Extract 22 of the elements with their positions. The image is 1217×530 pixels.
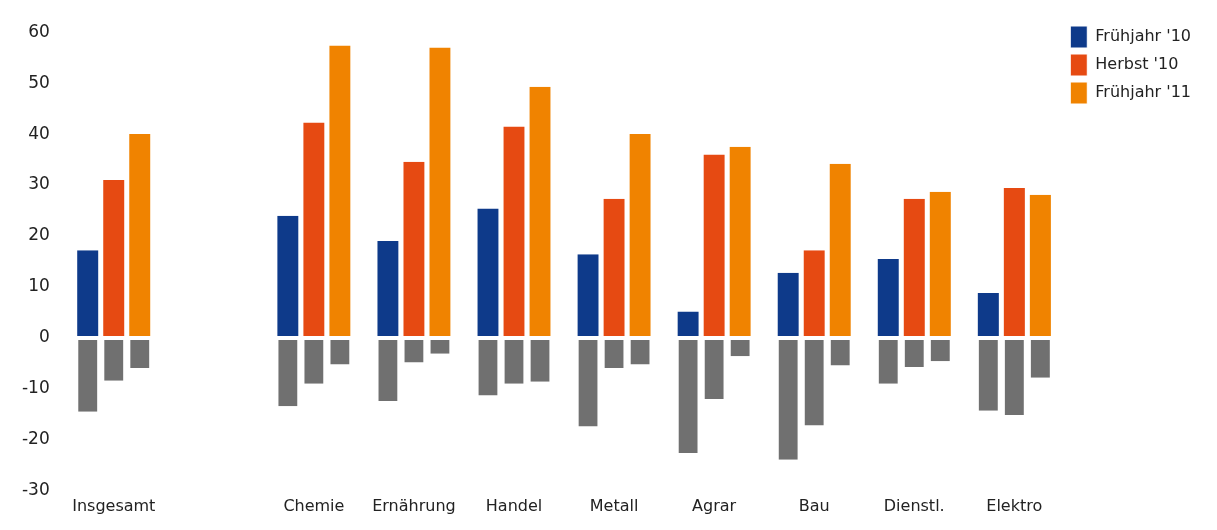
x-tick-label: Ernährung — [372, 495, 456, 515]
y-tick-label: 60 — [28, 20, 50, 41]
x-tick-label: Agrar — [692, 495, 737, 515]
y-tick-label: 50 — [28, 71, 50, 92]
x-tick-label: Handel — [485, 495, 543, 515]
y-tick-label: 10 — [28, 275, 50, 296]
legend-label: Herbst '10 — [1095, 54, 1179, 74]
x-tick-label: Bau — [798, 495, 830, 515]
legend-label: Frühjahr '10 — [1095, 26, 1192, 46]
y-tick-label: -30 — [21, 479, 50, 500]
x-tick-label: Chemie — [283, 495, 345, 515]
x-tick-label: Metall — [589, 495, 639, 515]
x-tick-label: Dienstl. — [883, 495, 945, 515]
legend-label: Frühjahr '11 — [1095, 82, 1192, 102]
y-tick-label: 0 — [38, 326, 50, 347]
y-tick-label: -10 — [21, 377, 50, 398]
y-tick-label: 20 — [28, 224, 50, 245]
y-tick-label: 30 — [28, 173, 50, 194]
y-tick-label: 40 — [28, 122, 50, 143]
y-tick-label: -20 — [21, 428, 50, 449]
x-tick-label: Insgesamt — [72, 495, 156, 515]
x-tick-label: Elektro — [986, 495, 1043, 515]
